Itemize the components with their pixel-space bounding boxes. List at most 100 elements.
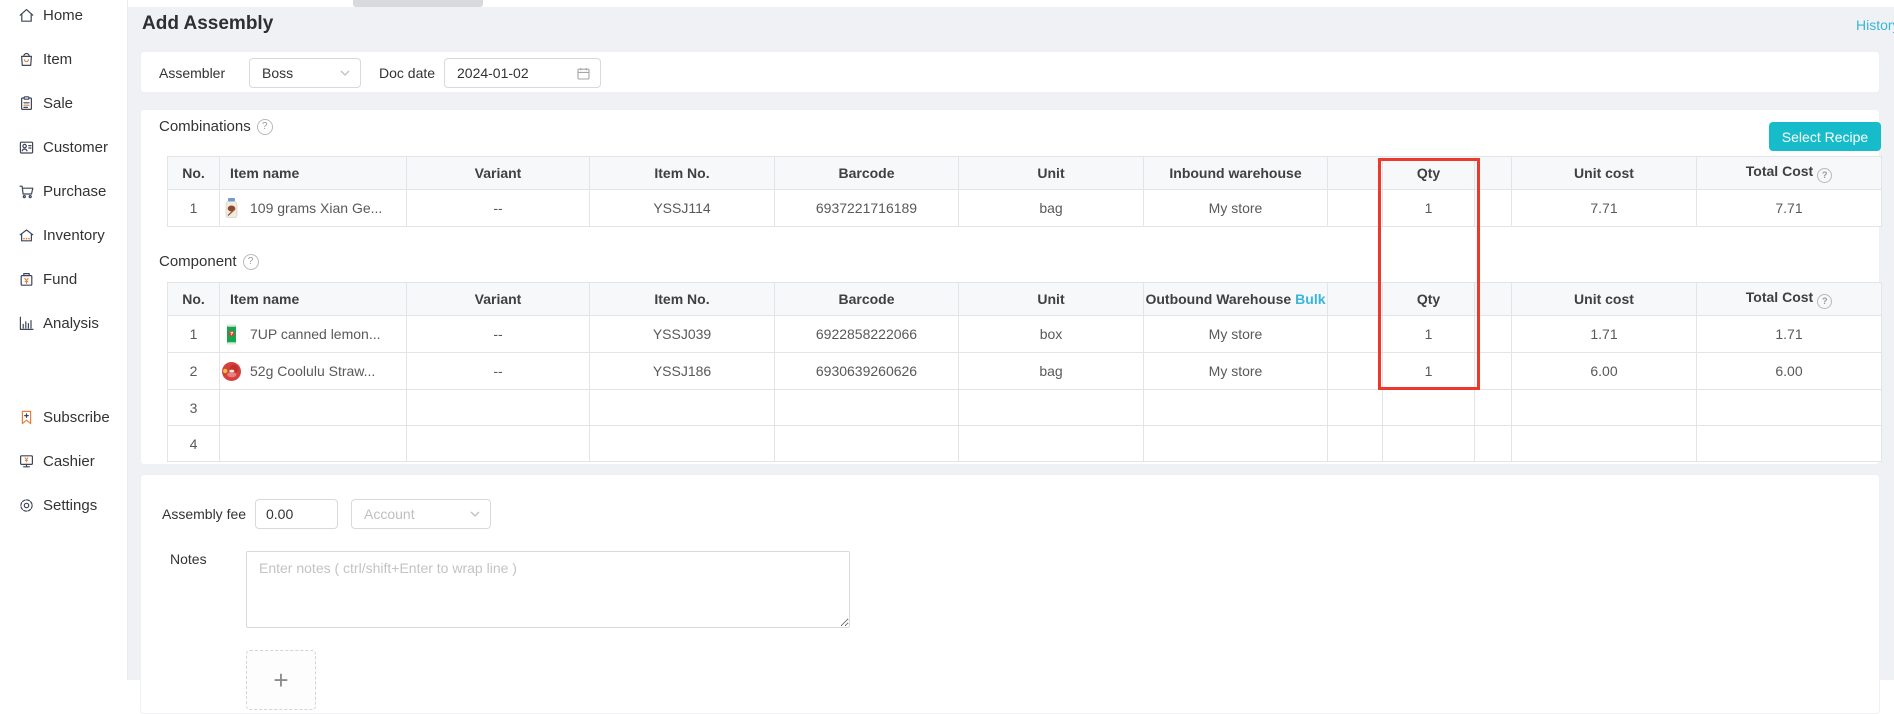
sidebar-item-label: Customer	[43, 138, 109, 156]
sidebar-item-fund[interactable]: Fund	[0, 257, 127, 301]
component-help-icon[interactable]	[242, 253, 259, 270]
cell-warehouse	[1143, 425, 1328, 462]
col-spacer	[1327, 282, 1383, 316]
sale-icon	[20, 95, 33, 110]
combinations-table: No. Item name Variant Item No. Barcode U…	[167, 156, 1882, 227]
cell-unit-cost	[1511, 425, 1697, 462]
cell-spacer	[1327, 189, 1383, 227]
sidebar-item-cashier[interactable]: Cashier	[0, 439, 127, 483]
history-link[interactable]: History	[1856, 17, 1894, 33]
combinations-row: 1 109 grams Xian Ge... -- YSSJ114 693722…	[167, 189, 1882, 227]
select-recipe-button[interactable]: Select Recipe	[1769, 122, 1881, 151]
col-inbound-warehouse: Inbound warehouse	[1143, 156, 1328, 190]
cell-unit-cost[interactable]: 6.00	[1511, 352, 1697, 390]
cell-unit: box	[958, 315, 1144, 353]
col-outbound-text: Outbound Warehouse	[1145, 291, 1292, 307]
sidebar-item-inventory[interactable]: Inventory	[0, 213, 127, 257]
cell-total-cost	[1696, 425, 1882, 462]
sidebar-item-settings[interactable]: Settings	[0, 483, 127, 527]
sidebar-item-customer[interactable]: Customer	[0, 125, 127, 169]
assembler-select[interactable]: Boss	[249, 58, 361, 88]
sidebar-item-purchase[interactable]: Purchase	[0, 169, 127, 213]
account-select[interactable]: Account	[351, 499, 491, 529]
cell-warehouse[interactable]: My store	[1143, 315, 1328, 353]
cell-qty[interactable]: 1	[1382, 189, 1475, 227]
sidebar-item-sale[interactable]: Sale	[0, 81, 127, 125]
component-header-row: No. Item name Variant Item No. Barcode U…	[167, 282, 1882, 316]
cell-total-cost: 7.71	[1696, 189, 1882, 227]
cell-qty[interactable]: 1	[1382, 352, 1475, 390]
combinations-help-icon[interactable]	[256, 118, 273, 135]
cell-item-name[interactable]	[219, 425, 407, 462]
cell-spacer	[1327, 352, 1383, 390]
component-row-empty: 4	[167, 425, 1882, 462]
bulk-link[interactable]: Bulk	[1295, 291, 1326, 307]
cell-total-cost: 6.00	[1696, 352, 1882, 390]
combinations-section-label: Combinations	[159, 118, 273, 135]
home-icon	[19, 8, 34, 22]
col-qty: Qty	[1382, 282, 1475, 316]
cell-item-name[interactable]	[219, 389, 407, 426]
cell-item-name[interactable]: 52g Coolulu Straw...	[219, 352, 407, 390]
cell-item-no: YSSJ114	[589, 189, 775, 227]
purchase-icon	[19, 185, 34, 198]
chevron-down-icon	[340, 70, 350, 76]
cell-item-name[interactable]: 7UP canned lemon...	[219, 315, 407, 353]
col-total-cost: Total Cost	[1696, 282, 1882, 316]
sidebar-item-label: Fund	[43, 270, 78, 288]
sidebar-item-label: Item	[43, 50, 73, 68]
cell-spacer	[1474, 315, 1512, 353]
notes-textarea[interactable]	[246, 551, 850, 628]
sidebar-item-subscribe[interactable]: Subscribe	[0, 395, 127, 439]
col-total-cost-text: Total Cost	[1745, 289, 1814, 306]
doc-date-input[interactable]: 2024-01-02	[444, 58, 601, 88]
assembly-fee-input[interactable]	[255, 499, 338, 529]
cell-warehouse[interactable]: My store	[1143, 189, 1328, 227]
cell-spacer	[1327, 389, 1383, 426]
cell-unit-cost[interactable]: 1.71	[1511, 315, 1697, 353]
assembler-label: Assembler	[159, 65, 226, 81]
total-cost-help-icon[interactable]	[1817, 293, 1833, 309]
cell-no: 4	[167, 425, 220, 462]
doc-date-label: Doc date	[379, 65, 436, 81]
cell-warehouse[interactable]: My store	[1143, 352, 1328, 390]
doc-date-value: 2024-01-02	[457, 65, 529, 81]
cell-qty[interactable]: 1	[1382, 315, 1475, 353]
cell-item-no	[589, 425, 775, 462]
component-table: No. Item name Variant Item No. Barcode U…	[167, 282, 1882, 462]
combinations-header-row: No. Item name Variant Item No. Barcode U…	[167, 156, 1882, 190]
cell-no: 1	[167, 315, 220, 353]
item-icon	[21, 52, 32, 66]
cell-no: 1	[167, 189, 220, 227]
col-item-no: Item No.	[589, 282, 775, 316]
cell-spacer	[1474, 389, 1512, 426]
item-thumbnail-candy	[222, 361, 241, 381]
cell-variant	[406, 425, 590, 462]
col-no: No.	[167, 156, 220, 190]
sidebar-item-item[interactable]: Item	[0, 37, 127, 81]
col-unit-cost: Unit cost	[1511, 282, 1697, 316]
sidebar-item-home[interactable]: Home	[0, 0, 127, 37]
col-unit-cost: Unit cost	[1511, 156, 1697, 190]
col-item-no: Item No.	[589, 156, 775, 190]
calendar-icon[interactable]	[577, 67, 590, 80]
total-cost-help-icon[interactable]	[1817, 167, 1833, 183]
col-spacer	[1474, 156, 1512, 190]
cell-total-cost: 1.71	[1696, 315, 1882, 353]
cell-variant: --	[406, 189, 590, 227]
add-attachment-button[interactable]	[246, 650, 316, 710]
component-row: 1 7UP canned lemon... -- YSSJ039 6922858…	[167, 315, 1882, 353]
customer-icon	[19, 141, 34, 154]
cell-barcode	[774, 425, 959, 462]
cell-unit-cost[interactable]: 7.71	[1511, 189, 1697, 227]
cell-item-no: YSSJ039	[589, 315, 775, 353]
col-unit: Unit	[958, 156, 1144, 190]
sidebar-item-label: Subscribe	[43, 408, 110, 426]
cell-variant	[406, 389, 590, 426]
cell-item-name[interactable]: 109 grams Xian Ge...	[219, 189, 407, 227]
cell-item-no	[589, 389, 775, 426]
cashier-icon	[19, 454, 34, 467]
col-total-cost-text: Total Cost	[1745, 163, 1814, 180]
sidebar-item-analysis[interactable]: Analysis	[0, 301, 127, 345]
component-section-label: Component	[159, 253, 259, 270]
